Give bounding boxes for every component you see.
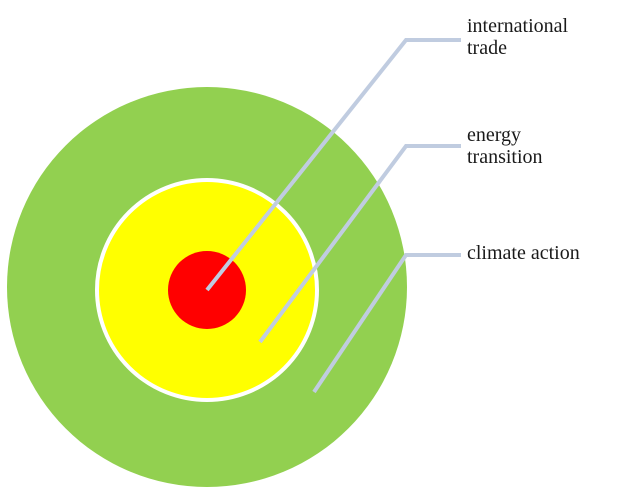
climate-action-connector bbox=[312, 253, 461, 394]
energy-transition-label-line-2: transition bbox=[467, 146, 543, 168]
international-trade-label-line-2: trade bbox=[467, 37, 507, 59]
international-trade-label: international trade bbox=[467, 15, 568, 59]
climate-action-label-line-1: climate action bbox=[467, 242, 580, 264]
international-trade-label-line-1: international bbox=[467, 15, 569, 37]
energy-transition-label: energy transition bbox=[467, 124, 543, 168]
energy-transition-label-line-1: energy bbox=[467, 124, 522, 146]
climate-action-label: climate action bbox=[467, 242, 580, 264]
energy-transition-connector bbox=[258, 144, 461, 344]
international-trade-connector bbox=[205, 38, 461, 292]
